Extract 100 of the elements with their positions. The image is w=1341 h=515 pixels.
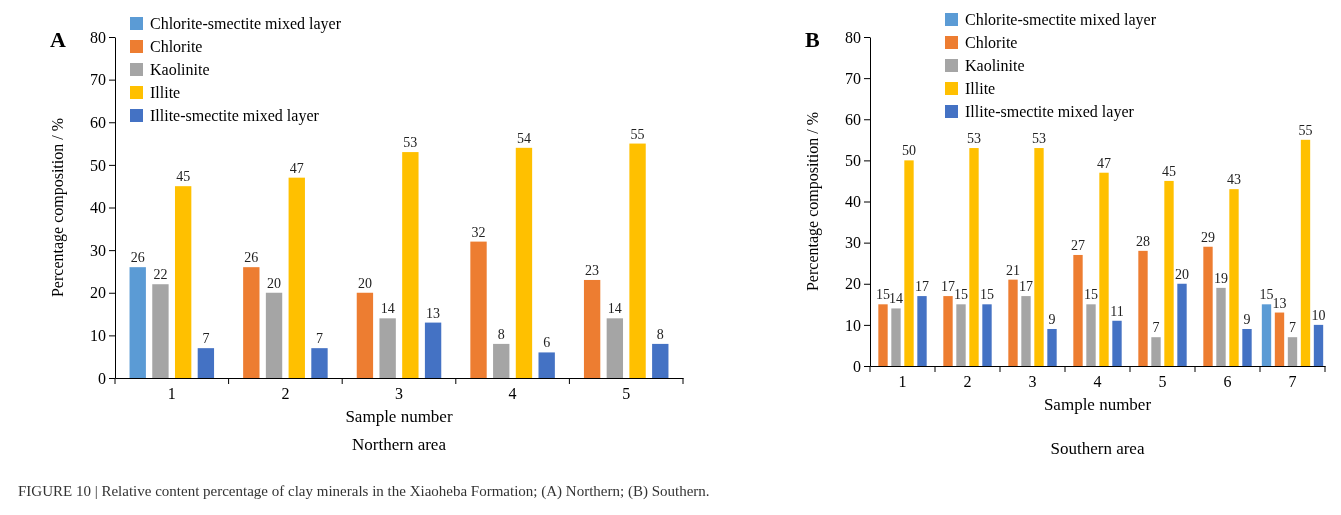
x-tick-label: 3	[395, 385, 403, 403]
legend-label: Chlorite-smectite mixed layer	[965, 11, 1157, 29]
data-label: 43	[1227, 172, 1241, 188]
legend-label: Illite	[965, 80, 996, 97]
caption: FIGURE 10 | Relative content percentage of clay minerals in the Xiaoheba Formation; (A) Northern; (B) Southern.	[18, 483, 710, 500]
bar	[1073, 254, 1083, 366]
data-label: 22	[153, 267, 168, 283]
y-axis-title: Percentage composition / %	[49, 117, 67, 298]
bar	[917, 296, 927, 366]
bar	[1151, 337, 1161, 366]
y-tick-label: 0	[98, 369, 106, 387]
data-label: 20	[1175, 266, 1189, 282]
bar	[606, 318, 624, 378]
y-tick-label: 10	[845, 316, 861, 334]
legend-label: Chlorite	[150, 38, 203, 55]
bar	[1086, 304, 1096, 366]
y-tick-label: 20	[90, 284, 106, 302]
data-label: 13	[426, 305, 441, 321]
chart-title: A	[50, 27, 66, 52]
x-tick-label: 2	[281, 385, 290, 403]
y-tick-label: 0	[853, 357, 861, 375]
bar	[904, 160, 914, 366]
bar	[1203, 246, 1213, 366]
data-label: 50	[902, 143, 916, 159]
bar	[1177, 283, 1187, 366]
y-tick-label: 30	[845, 234, 861, 252]
bar	[243, 267, 260, 378]
bar	[288, 177, 305, 378]
x-tick-label: 1	[898, 373, 907, 391]
data-label: 15	[876, 287, 890, 303]
x-tick-label: 1	[167, 385, 176, 403]
bar	[356, 292, 374, 378]
data-label: 17	[1019, 279, 1033, 295]
bar	[1021, 296, 1031, 366]
legend-label: Illite-smectite mixed layer	[965, 103, 1135, 121]
data-label: 9	[1243, 311, 1251, 327]
x-axis-title: Sample number	[345, 407, 453, 426]
data-label: 21	[1006, 262, 1020, 278]
data-label: 47	[1097, 155, 1111, 171]
data-label: 6	[543, 335, 551, 351]
y-tick-label: 80	[845, 28, 861, 46]
data-label: 14	[889, 291, 903, 307]
bar	[129, 267, 146, 378]
bar	[1112, 320, 1122, 366]
data-label: 17	[941, 279, 955, 295]
bar	[943, 296, 953, 366]
data-label: 11	[1110, 303, 1124, 319]
data-label: 53	[967, 131, 981, 147]
bar	[538, 352, 555, 378]
y-tick-label: 60	[845, 110, 861, 128]
data-label: 15	[954, 287, 968, 303]
x-tick-label: 4	[508, 385, 517, 403]
bar	[583, 279, 601, 378]
bar	[629, 143, 646, 378]
data-label: 7	[1289, 320, 1296, 336]
data-label: 26	[130, 250, 145, 266]
chart-title: B	[805, 27, 820, 52]
bar	[891, 308, 901, 366]
data-label: 7	[202, 331, 210, 347]
bar	[1099, 172, 1109, 366]
data-label: 14	[380, 301, 395, 317]
data-label: 9	[1048, 311, 1056, 327]
y-tick-label: 50	[845, 151, 861, 169]
bar	[1216, 287, 1226, 366]
bar	[1261, 304, 1272, 366]
bar	[1047, 328, 1057, 366]
x-axis-title: Sample number	[1043, 395, 1152, 414]
bar	[424, 322, 442, 378]
bar	[1229, 189, 1239, 366]
legend-label: Kaolinite	[965, 57, 1025, 74]
bar	[1008, 279, 1018, 366]
data-label: 55	[1298, 122, 1313, 138]
bar	[174, 186, 192, 378]
legend-label: Chlorite-smectite mixed layer	[150, 15, 342, 33]
x-tick-label: 7	[1288, 373, 1297, 391]
x-tick-label: 2	[963, 373, 972, 391]
bar	[379, 318, 396, 378]
data-label: 45	[1162, 163, 1176, 179]
y-tick-label: 70	[90, 71, 106, 89]
data-label: 15	[980, 287, 994, 303]
data-label: 53	[1032, 131, 1046, 147]
legend-label: Kaolinite	[150, 61, 210, 78]
legend-label: Illite	[150, 84, 181, 101]
bar	[515, 147, 533, 378]
data-label: 23	[585, 262, 600, 278]
x-tick-label: 3	[1028, 373, 1037, 391]
legend-label: Illite-smectite mixed layer	[150, 107, 320, 125]
data-label: 7	[1152, 320, 1160, 336]
data-label: 55	[630, 126, 645, 142]
y-tick-label: 70	[845, 69, 861, 87]
y-tick-label: 30	[90, 241, 106, 259]
bar	[1242, 328, 1252, 366]
x-tick-label: 4	[1093, 373, 1102, 391]
data-label: 17	[915, 279, 929, 295]
bar	[265, 292, 283, 378]
bar	[470, 241, 487, 378]
y-tick-label: 40	[845, 193, 861, 211]
bar	[493, 343, 510, 378]
text: Northern area	[352, 435, 447, 454]
data-label: 32	[471, 224, 486, 240]
